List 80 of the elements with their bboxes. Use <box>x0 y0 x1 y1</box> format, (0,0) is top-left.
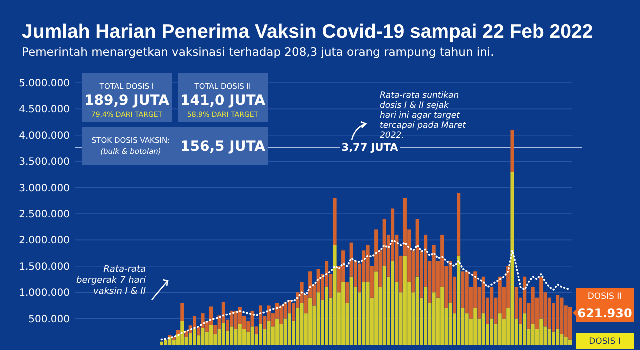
bar <box>523 314 527 345</box>
bar <box>280 306 284 324</box>
chart-title: Jumlah Harian Penerima Vaksin Covid-19 sampai 22 Feb 2022 <box>22 21 594 43</box>
y-tick-label: 4.000.000 <box>19 130 70 142</box>
bar <box>448 303 452 345</box>
y-tick-label: 5.000.000 <box>19 78 70 90</box>
bar <box>188 333 192 345</box>
bar <box>440 287 444 345</box>
annotation: 156,5 JUTA <box>180 139 266 155</box>
annotation: Rata-rata suntikan dosis I & II sejak hari ini agar target tercapai pada Maret 2022. <box>380 91 467 141</box>
bar <box>366 282 370 345</box>
bar <box>552 332 556 345</box>
bar <box>325 287 329 345</box>
bar <box>510 130 514 172</box>
bar <box>350 276 354 345</box>
annotation: 141,0 JUTA <box>180 93 266 109</box>
chart-subtitle: Pemerintah menargetkan vaksinasi terhadap 208,3 juta orang rampung tahun ini. <box>22 45 494 59</box>
bar <box>560 298 564 335</box>
y-tick-label: 2.000.000 <box>19 236 70 247</box>
y-tick-label: 2.500.000 <box>19 210 70 220</box>
bar <box>556 329 560 345</box>
bar <box>176 330 180 335</box>
bar <box>424 287 428 345</box>
bar <box>333 245 337 345</box>
bar <box>474 308 478 345</box>
annotation: 189,9 JUTA <box>84 93 170 109</box>
bar <box>333 198 337 246</box>
series-label: DOSIS II <box>588 292 622 302</box>
bar <box>531 324 535 345</box>
bar <box>267 321 271 345</box>
bar <box>403 256 407 345</box>
bar <box>250 326 254 345</box>
text: Rata-rata bergerak 7 hari vaksin I & II <box>76 265 146 297</box>
bar <box>164 340 168 345</box>
bar <box>180 321 184 345</box>
bar <box>391 261 395 345</box>
bar <box>254 326 258 335</box>
bar <box>222 322 226 345</box>
bar <box>382 266 386 345</box>
bar <box>362 282 366 345</box>
y-tick-label: 3.000.000 <box>19 183 70 194</box>
text: 621.930 <box>578 306 632 320</box>
bar <box>234 310 238 330</box>
y-tick-label: 4.500.000 <box>19 104 70 116</box>
bar <box>457 256 461 345</box>
bar <box>374 272 378 345</box>
y-tick-label: 1.000.000 <box>19 288 70 300</box>
bar <box>346 282 350 304</box>
bar <box>568 340 572 345</box>
bar <box>457 193 461 256</box>
bar <box>276 318 280 345</box>
bar <box>416 276 420 345</box>
bar <box>160 342 164 345</box>
y-tick-label: 500.000 <box>28 314 70 326</box>
bar <box>180 303 184 322</box>
bar <box>564 337 568 345</box>
bar <box>490 318 494 345</box>
bar <box>510 172 514 345</box>
bar <box>193 329 197 345</box>
bar <box>238 324 242 345</box>
ref-line-label: 3,77 JUTA <box>342 142 400 154</box>
bar <box>548 329 552 345</box>
bar <box>210 325 214 345</box>
y-tick-label: 1.500.000 <box>19 262 70 273</box>
bar <box>288 314 292 345</box>
bar <box>300 303 304 345</box>
bar <box>342 282 346 345</box>
y-tick-label: 3.500.000 <box>19 157 70 168</box>
bar <box>498 314 502 345</box>
text: DOSIS I <box>589 337 621 347</box>
bar <box>316 292 320 345</box>
bar <box>482 314 486 345</box>
bar <box>201 328 205 345</box>
bar <box>568 307 572 340</box>
bar <box>432 292 436 345</box>
bar <box>230 326 234 345</box>
bar <box>308 298 312 345</box>
bar <box>259 324 263 345</box>
bar <box>540 318 544 345</box>
line-series <box>160 239 572 341</box>
